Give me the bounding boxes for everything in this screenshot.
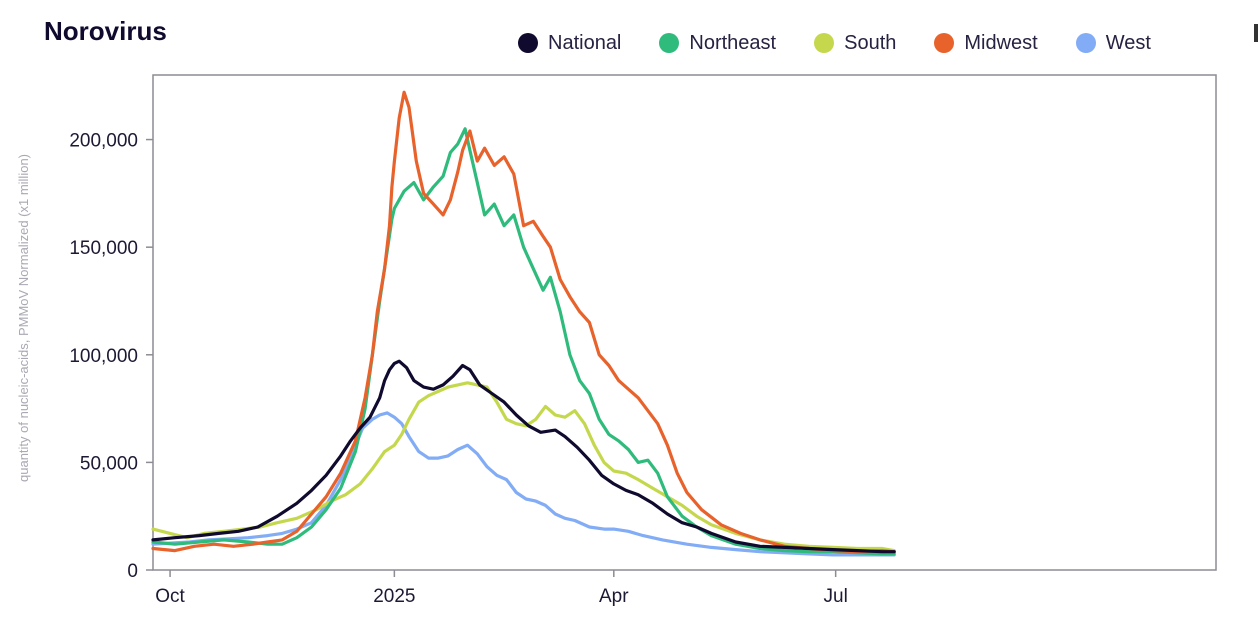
legend-label-national: National — [548, 31, 622, 54]
legend-label-west: West — [1105, 31, 1151, 54]
legend-item-south[interactable]: South — [814, 32, 896, 55]
y-tick-label: 150,000 — [69, 238, 138, 259]
legend: National Northeast South Midwest West — [518, 30, 1189, 56]
y-tick-label: 0 — [127, 561, 138, 582]
y-axis-title: quantity of nucleic-acids, PMMoV Normali… — [16, 154, 31, 482]
series-line-west[interactable] — [151, 411, 896, 557]
series-line-national[interactable] — [151, 359, 896, 554]
legend-overflow-marker — [1254, 24, 1258, 42]
x-tick-label: 2025 — [373, 586, 415, 607]
legend-item-midwest[interactable]: Midwest — [934, 31, 1038, 55]
x-tick-label: Apr — [599, 586, 629, 607]
legend-swatch-national — [518, 33, 538, 53]
series-line-northeast[interactable] — [151, 127, 896, 556]
legend-label-northeast: Northeast — [689, 31, 777, 54]
series-line-midwest[interactable] — [151, 90, 896, 554]
legend-label-south: South — [844, 31, 897, 54]
legend-label-midwest: Midwest — [964, 31, 1038, 54]
legend-item-national[interactable]: National — [518, 32, 621, 55]
legend-swatch-west — [1075, 33, 1096, 53]
x-tick-label: Oct — [155, 586, 185, 607]
y-tick-label: 50,000 — [80, 453, 138, 474]
y-tick-label: 100,000 — [69, 346, 138, 367]
legend-swatch-northeast — [659, 33, 680, 53]
plot-frame — [152, 74, 1217, 571]
chart-title: Norovirus — [44, 16, 167, 46]
series-line-south[interactable] — [151, 381, 896, 553]
x-tick-label: Jul — [824, 586, 848, 607]
legend-item-west[interactable]: West — [1075, 31, 1151, 55]
legend-swatch-south — [814, 33, 835, 53]
legend-item-northeast[interactable]: Northeast — [659, 32, 776, 55]
y-tick-label: 200,000 — [69, 131, 138, 152]
legend-swatch-midwest — [934, 33, 955, 53]
